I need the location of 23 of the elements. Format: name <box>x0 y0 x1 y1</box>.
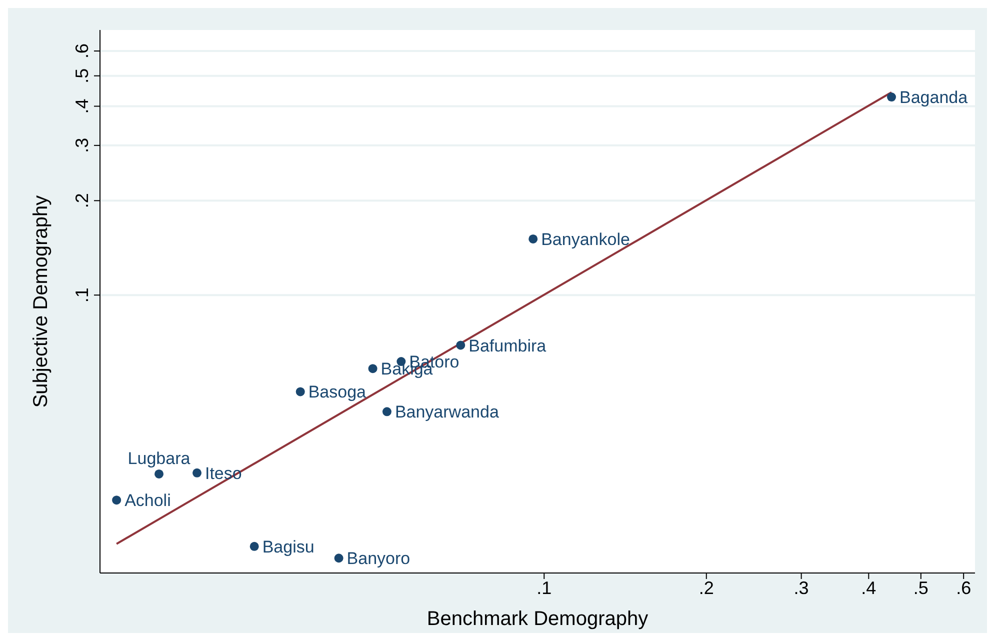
annotation: Baganda <box>900 88 968 108</box>
annotation: Banyankole <box>541 230 630 249</box>
annotation: Banyarwanda <box>394 402 500 422</box>
x-tick-label: .6 <box>956 578 972 598</box>
annotation: Bafumbira <box>468 336 547 356</box>
y-tick-label: .3 <box>72 138 92 153</box>
y-tick-label: .1 <box>72 288 92 303</box>
y-tick-label: .5 <box>72 68 92 84</box>
annotation: Acholi <box>124 491 171 510</box>
x-tick-label: .4 <box>861 578 876 598</box>
x-tick-label: .2 <box>698 578 714 598</box>
y-tick-label: .2 <box>72 193 92 208</box>
annotation: Basoga <box>308 382 367 402</box>
annotation: Bagisu <box>262 537 314 556</box>
x-tick-label: .5 <box>913 578 928 598</box>
x-tick-label: .3 <box>794 578 809 598</box>
y-axis-title: Subjective Demography <box>30 195 52 408</box>
y-tick-label: .6 <box>72 43 92 59</box>
annotation: Banyoro <box>346 549 410 568</box>
x-axis-title: Benchmark Demography <box>426 608 648 630</box>
annotation: Lugbara <box>128 448 191 468</box>
x-tick-label: .1 <box>536 578 552 598</box>
y-tick-label: .4 <box>72 98 92 114</box>
